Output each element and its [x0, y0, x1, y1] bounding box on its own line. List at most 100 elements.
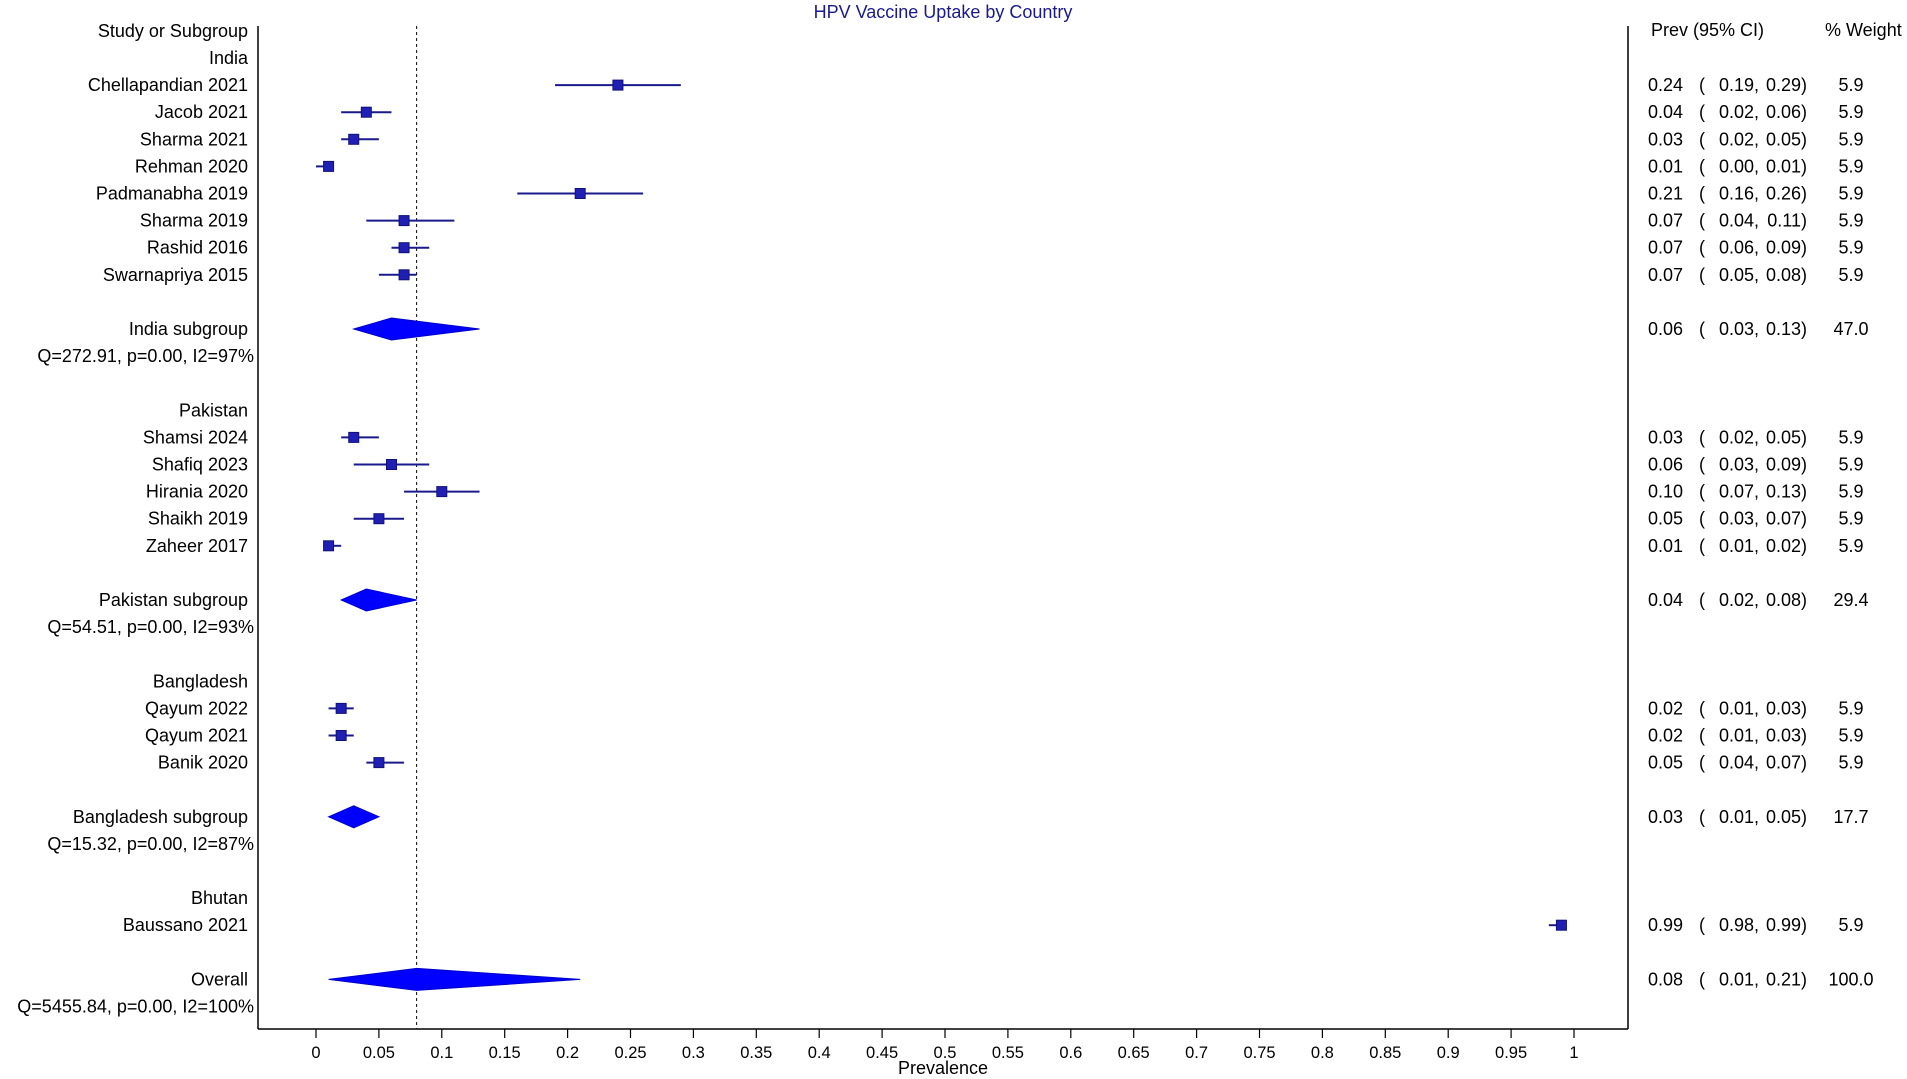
weight-value: 5.9	[1838, 427, 1863, 447]
subgroup-label: India subgroup	[129, 319, 248, 339]
x-tick-label: 0.6	[1059, 1044, 1082, 1062]
x-tick-label: 0	[311, 1044, 320, 1062]
weight-value: 47.0	[1833, 319, 1868, 339]
ci-lower-value: 0.00,	[1719, 156, 1759, 176]
heterogeneity-label: Q=272.91, p=0.00, I2=97%	[37, 346, 254, 366]
ci-upper-value: 0.99)	[1766, 915, 1807, 935]
study-label: Padmanabha 2019	[96, 184, 248, 204]
study-marker	[612, 79, 624, 91]
x-tick-label: 0.4	[808, 1044, 831, 1062]
ci-open-paren: (	[1699, 427, 1705, 447]
study-marker	[348, 431, 360, 443]
weight-value: 5.9	[1838, 184, 1863, 204]
ci-upper-value: 0.09)	[1766, 238, 1807, 258]
ci-lower-value: 0.01,	[1719, 807, 1759, 827]
study-label: Shaikh 2019	[148, 509, 248, 529]
ci-lower-value: 0.01,	[1719, 698, 1759, 718]
pooled-diamond	[351, 317, 480, 341]
group-label: India	[209, 48, 249, 68]
ci-column-header: Prev (95% CI)	[1651, 20, 1764, 40]
study-marker	[323, 540, 335, 552]
study-marker	[348, 133, 360, 145]
ci-lower-value: 0.01,	[1719, 536, 1759, 556]
study-label: Jacob 2021	[155, 102, 248, 122]
prevalence-value: 0.03	[1648, 129, 1683, 149]
study-marker	[335, 730, 347, 741]
study-marker	[436, 486, 448, 498]
ci-lower-value: 0.01,	[1719, 969, 1759, 989]
weight-value: 5.9	[1838, 455, 1863, 475]
study-label: Zaheer 2017	[146, 536, 248, 556]
ci-lower-value: 0.16,	[1719, 184, 1759, 204]
prevalence-value: 0.02	[1648, 698, 1683, 718]
ci-open-paren: (	[1699, 75, 1705, 95]
prevalence-value: 0.21	[1648, 184, 1683, 204]
heterogeneity-label: Q=54.51, p=0.00, I2=93%	[47, 617, 254, 637]
ci-lower-value: 0.01,	[1719, 726, 1759, 746]
ci-lower-value: 0.19,	[1719, 75, 1759, 95]
ci-lower-value: 0.98,	[1719, 915, 1759, 935]
prevalence-value: 0.06	[1648, 455, 1683, 475]
prevalence-value: 0.03	[1648, 807, 1683, 827]
prevalence-value: 0.06	[1648, 319, 1683, 339]
ci-lower-value: 0.03,	[1719, 455, 1759, 475]
prevalence-value: 0.01	[1648, 536, 1683, 556]
ci-lower-value: 0.06,	[1719, 238, 1759, 258]
ci-open-paren: (	[1699, 726, 1705, 746]
weight-value: 5.9	[1838, 265, 1863, 285]
heterogeneity-label: Q=5455.84, p=0.00, I2=100%	[17, 997, 254, 1017]
x-tick-label: 0.05	[363, 1044, 395, 1062]
ci-open-paren: (	[1699, 536, 1705, 556]
prevalence-value: 0.04	[1648, 590, 1683, 610]
subgroup-label: Pakistan subgroup	[99, 590, 248, 610]
ci-upper-value: 0.09)	[1766, 455, 1807, 475]
ci-open-paren: (	[1699, 156, 1705, 176]
ci-open-paren: (	[1699, 698, 1705, 718]
x-tick-label: 0.5	[934, 1044, 957, 1062]
weight-value: 5.9	[1838, 75, 1863, 95]
ci-upper-value: 0.08)	[1766, 590, 1807, 610]
ci-lower-value: 0.04,	[1719, 211, 1759, 231]
x-tick-label: 0.45	[866, 1044, 898, 1062]
study-marker	[398, 215, 410, 227]
ci-upper-value: 0.06)	[1766, 102, 1807, 122]
group-label: Pakistan	[179, 400, 248, 420]
study-label: Qayum 2021	[145, 726, 248, 746]
x-tick-label: 0.75	[1243, 1044, 1275, 1062]
ci-upper-value: 0.29)	[1766, 75, 1807, 95]
ci-open-paren: (	[1699, 265, 1705, 285]
x-tick-label: 0.2	[556, 1044, 579, 1062]
ci-upper-value: 0.13)	[1766, 319, 1807, 339]
study-marker	[373, 513, 385, 525]
ci-open-paren: (	[1699, 102, 1705, 122]
study-label: Sharma 2019	[140, 211, 248, 231]
ci-open-paren: (	[1699, 590, 1705, 610]
ci-open-paren: (	[1699, 969, 1705, 989]
x-tick-label: 0.3	[682, 1044, 705, 1062]
study-label: Banik 2020	[158, 753, 248, 773]
weight-value: 5.9	[1838, 211, 1863, 231]
ci-upper-value: 0.07)	[1766, 509, 1807, 529]
weight-value: 5.9	[1838, 509, 1863, 529]
x-axis: 0 0.05 0.1 0.15 0.2 0.25 0.3 0.35 0.4 0.45 0.5 0.55…	[311, 1029, 1579, 1062]
ci-lower-value: 0.02,	[1719, 427, 1759, 447]
prevalence-value: 0.01	[1648, 156, 1683, 176]
study-label: Hirania 2020	[146, 482, 248, 502]
heterogeneity-label: Q=15.32, p=0.00, I2=87%	[47, 834, 254, 854]
ci-open-paren: (	[1699, 319, 1705, 339]
weight-value: 100.0	[1828, 969, 1873, 989]
study-marker	[335, 702, 347, 714]
ci-upper-value: 0.03)	[1766, 698, 1807, 718]
weight-value: 5.9	[1838, 482, 1863, 502]
weight-value: 5.9	[1838, 238, 1863, 258]
study-label: Rehman 2020	[135, 156, 248, 176]
ci-lower-value: 0.02,	[1719, 590, 1759, 610]
pooled-diamond	[328, 967, 581, 991]
prevalence-value: 0.07	[1648, 238, 1683, 258]
ci-upper-value: 0.13)	[1766, 482, 1807, 502]
weight-value: 5.9	[1838, 915, 1863, 935]
x-axis-label: Prevalence	[898, 1058, 988, 1078]
ci-lower-value: 0.02,	[1719, 129, 1759, 149]
chart-title: HPV Vaccine Uptake by Country	[814, 2, 1073, 22]
